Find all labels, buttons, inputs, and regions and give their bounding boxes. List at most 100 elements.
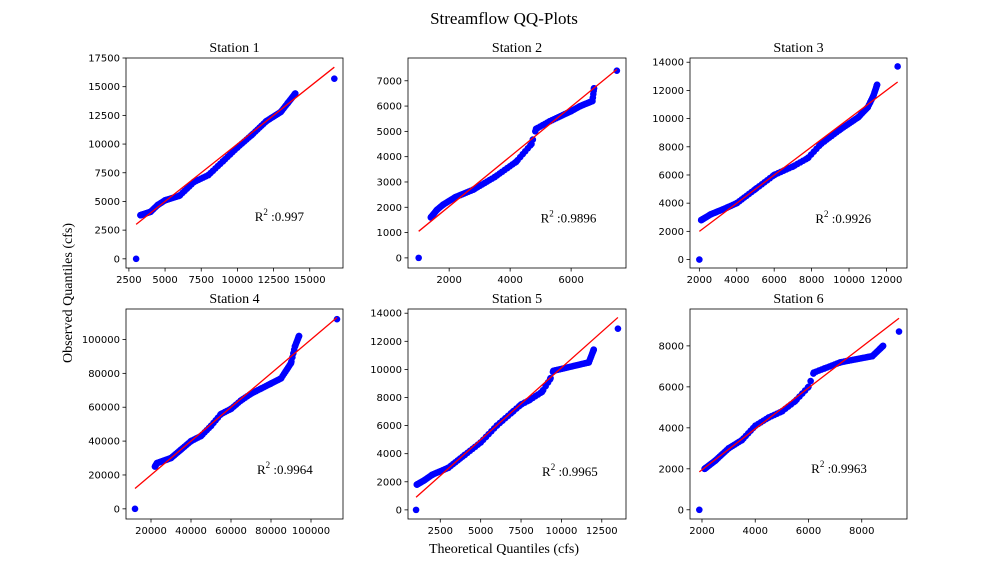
subplot-grid: Station 12500 5000 7500 10000 12500 150000250… [82,41,908,537]
x-axis: 20000 40000 60000 80000 100000 [135,519,330,537]
y-tick-label: 4000 [659,199,684,210]
subplot-title: Station 4 [209,292,259,307]
y-tick-label: 6000 [659,170,684,181]
y-tick-label: 6000 [377,102,402,113]
qq-point [807,377,814,385]
x-tick-label: 5000 [152,275,177,286]
x-tick-label: 100000 [292,526,330,537]
x-tick-label: 2500 [428,526,453,537]
x-tick-label: 12000 [871,275,903,286]
subplot-station-2: Station 2 2000 4000 6000 0 1000 2000 3000 4000 50… [377,41,627,286]
subplot-title: Station 1 [209,41,259,56]
x-tick-label: 4000 [497,275,522,286]
subplot-title: Station 6 [773,292,823,307]
y-tick-label: 5000 [95,197,120,208]
y-tick-label: 4000 [377,449,402,460]
subplot-title: Station 5 [492,292,542,307]
x-tick-label: 2500 [116,275,141,286]
x-tick-label: 7500 [508,526,533,537]
axes-frame [125,57,344,269]
x-tick-label: 15000 [294,275,326,286]
r-squared-annotation: R2 :0.997 [255,207,305,224]
fit-line [698,317,900,473]
x-tick-label: 6000 [761,275,786,286]
fit-line [418,68,618,232]
r-squared-annotation: R2 :0.9965 [542,462,598,479]
y-tick-label: 40000 [88,437,120,448]
x-tick-label: 6000 [796,526,821,537]
y-tick-label: 2000 [377,203,402,214]
y-tick-label: 7000 [377,76,402,87]
fit-line [698,81,899,232]
x-tick-label: 6000 [558,275,583,286]
r-squared-value: :0.9964 [270,462,313,477]
qq-point [415,254,422,262]
qq-point [131,505,139,513]
y-tick-label: 0 [396,253,402,264]
x-tick-label: 2000 [687,275,712,286]
x-tick-label: 10000 [833,275,865,286]
x-tick-label: 12500 [586,526,618,537]
qq-points [696,63,901,263]
x-axis: 2500 5000 7500 10000 12500 [428,519,618,537]
y-axis: 0 2000 4000 6000 8000 10000 12000 14000 [652,58,690,266]
y-tick-label: 14000 [370,309,402,320]
axes-frame [125,308,344,520]
x-tick-label: 80000 [255,526,287,537]
r-squared-annotation: R2 :0.9963 [811,459,867,476]
qq-point [873,81,881,89]
y-axis: 0 1000 2000 3000 4000 5000 6000 7000 [377,76,408,264]
y-axis: 0 2000 4000 6000 8000 10000 12000 14000 [370,309,408,516]
x-axis: 2500 5000 7500 10000 12500 15000 [116,268,326,286]
r-squared-annotation: R2 :0.9964 [257,460,313,477]
x-tick-label: 7500 [189,275,214,286]
axes-frame [689,57,908,269]
x-tick-label: 20000 [135,526,167,537]
y-tick-label: 1000 [377,228,402,239]
y-tick-label: 8000 [377,393,402,404]
x-tick-label: 8000 [799,275,824,286]
y-tick-label: 3000 [377,177,402,188]
qq-point [291,90,299,97]
qq-point [696,506,703,514]
qq-point [614,325,622,332]
axes-frame [689,308,908,520]
x-axis: 2000 4000 6000 8000 [689,519,874,537]
r-squared-value: :0.9896 [554,210,597,225]
r-squared-value: :0.9963 [824,461,867,476]
y-axis: 0 2000 4000 6000 8000 [659,341,690,516]
subplot-station-5: Station 5 2500 5000 7500 10000 12500 0 2000 4000… [370,292,627,537]
y-tick-label: 0 [396,505,402,516]
y-tick-label: 0 [678,255,684,266]
r-squared-value: :0.9926 [829,211,872,226]
x-tick-label: 60000 [215,526,247,537]
y-tick-label: 0 [114,504,120,515]
subplot-station-4: Station 4 20000 40000 60000 80000 100000 0 2000… [82,292,344,537]
subplot-title: Station 2 [492,41,542,56]
qq-point [331,75,338,82]
y-tick-label: 2000 [377,477,402,488]
y-tick-label: 100000 [82,335,120,346]
x-tick-label: 40000 [175,526,207,537]
subplot-title: Station 3 [773,41,823,56]
x-tick-label: 2000 [436,275,461,286]
qq-points [131,315,341,513]
y-tick-label: 6000 [659,382,684,393]
axes-frame [407,308,627,520]
r-squared-annotation: R2 :0.9896 [541,208,597,225]
y-tick-label: 20000 [88,470,120,481]
qq-point [132,255,140,263]
subplot-station-6: Station 6 2000 4000 6000 8000 0 2000 4000 6000 80… [659,292,908,537]
y-tick-label: 10000 [652,114,684,125]
x-tick-label: 8000 [849,526,874,537]
qq-points [696,328,903,514]
y-tick-label: 10000 [88,140,120,151]
x-tick-label: 4000 [724,275,749,286]
subplot-station-1: Station 1 2500 5000 7500 10000 12500 15000 0 250… [88,41,344,286]
qq-point [894,63,901,70]
qq-points [415,67,621,262]
qq-point [696,256,703,263]
y-tick-label: 60000 [88,403,120,414]
y-tick-label: 12000 [370,337,402,348]
